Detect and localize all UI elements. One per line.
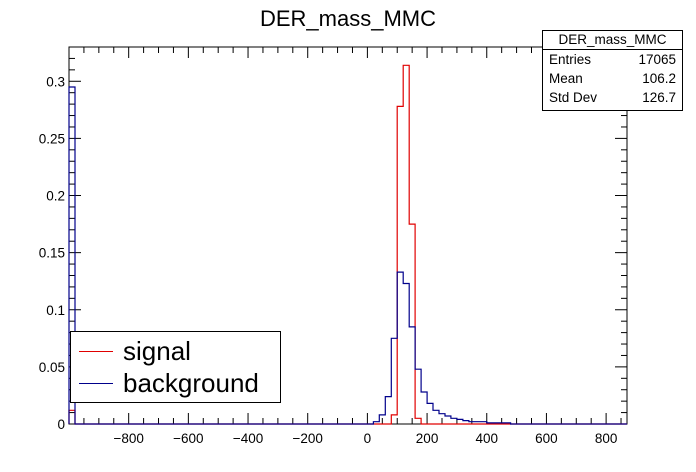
series-background bbox=[68, 86, 627, 425]
legend-label: signal bbox=[123, 336, 191, 366]
x-tick-label: −600 bbox=[173, 431, 203, 446]
stats-title: DER_mass_MMC bbox=[543, 31, 682, 50]
y-tick-label: 0.25 bbox=[39, 131, 65, 146]
legend-label: background bbox=[123, 368, 259, 398]
legend-swatch-background bbox=[79, 383, 113, 384]
x-tick-label: 400 bbox=[475, 431, 498, 446]
stats-row-entries: Entries 17065 bbox=[543, 50, 682, 69]
x-tick-label: −800 bbox=[113, 431, 143, 446]
y-tick-label: 0.2 bbox=[46, 189, 65, 204]
x-tick-label: 600 bbox=[535, 431, 558, 446]
y-tick-label: 0.3 bbox=[46, 74, 65, 89]
x-tick-label: −400 bbox=[233, 431, 263, 446]
x-tick-label: −200 bbox=[293, 431, 323, 446]
x-tick-label: 800 bbox=[595, 431, 618, 446]
stats-label: Std Dev bbox=[549, 90, 598, 105]
y-tick-label: 0.05 bbox=[39, 360, 65, 375]
y-tick-label: 0.15 bbox=[39, 246, 65, 261]
legend: signal background bbox=[70, 331, 281, 403]
stats-value: 106.2 bbox=[642, 71, 676, 86]
stats-value: 17065 bbox=[638, 52, 676, 67]
x-tick-label: 200 bbox=[416, 431, 439, 446]
y-tick-label: 0.1 bbox=[46, 303, 65, 318]
chart-title: DER_mass_MMC bbox=[259, 6, 437, 31]
legend-swatch-signal bbox=[79, 351, 113, 352]
legend-entry-background: background bbox=[71, 367, 280, 399]
stats-box: DER_mass_MMC Entries 17065 Mean 106.2 St… bbox=[542, 30, 683, 111]
legend-entry-signal: signal bbox=[71, 335, 280, 367]
stats-value: 126.7 bbox=[642, 90, 676, 105]
y-tick-label: 0 bbox=[57, 417, 65, 432]
x-tick-label: 0 bbox=[364, 431, 372, 446]
stats-row-mean: Mean 106.2 bbox=[543, 69, 682, 88]
stats-label: Entries bbox=[549, 52, 592, 67]
stats-row-stddev: Std Dev 126.7 bbox=[543, 88, 682, 107]
stats-label: Mean bbox=[549, 71, 583, 86]
